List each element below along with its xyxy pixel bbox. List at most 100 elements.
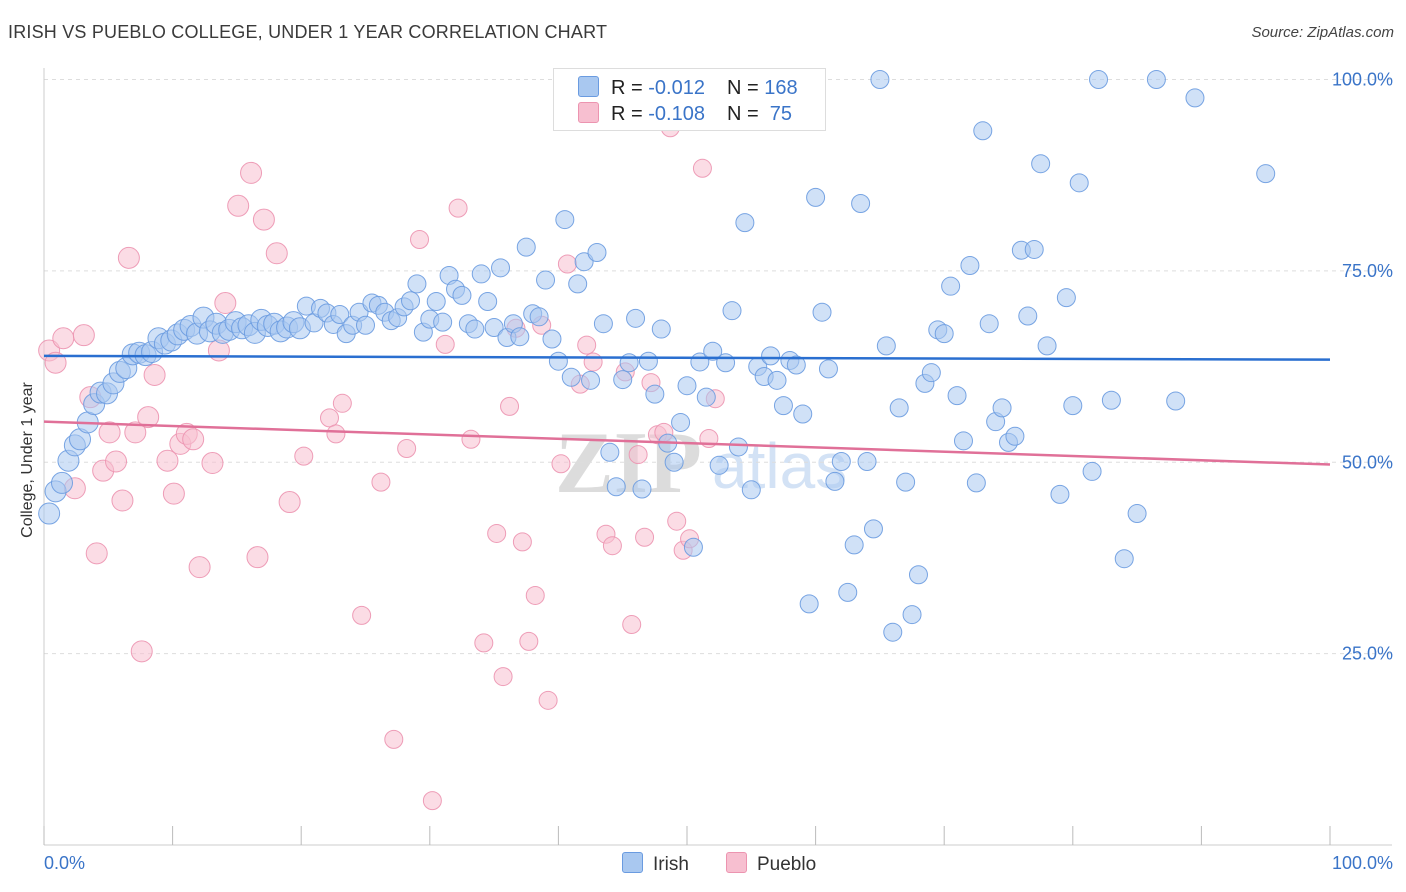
legend-irish-n-value: 168 (764, 77, 798, 99)
irish-point (671, 412, 691, 432)
y-tick-labels: 100.0% 75.0% 50.0% 25.0% (1332, 70, 1393, 664)
irish-point (516, 237, 536, 257)
irish-point (491, 258, 511, 278)
irish-point (600, 442, 620, 462)
irish-series (38, 70, 1276, 642)
legend: R = -0.012 N = 168 R = -0.108 N = 75 (553, 68, 826, 131)
pueblo-point (252, 208, 275, 231)
irish-point (818, 359, 838, 379)
legend-pueblo-n-label: N = (726, 103, 765, 125)
irish-point (716, 353, 736, 373)
irish-point (883, 622, 903, 642)
irish-point (947, 386, 967, 406)
irish-point (433, 312, 453, 332)
pueblo-point (240, 161, 263, 184)
irish-point (806, 187, 826, 207)
irish-point (356, 315, 375, 335)
irish-point (645, 384, 665, 404)
irish-point (1031, 154, 1051, 174)
irish-point (1146, 70, 1166, 89)
watermark: ZIP atlas (555, 415, 847, 512)
irish-point (561, 367, 581, 387)
bottom-legend-pueblo: Pueblo (726, 852, 816, 876)
pueblo-point (461, 429, 481, 449)
irish-point (934, 324, 954, 344)
legend-irish-n-label: N = (726, 77, 765, 99)
pueblo-point (525, 585, 545, 605)
irish-point (632, 479, 652, 499)
irish-swatch (622, 852, 643, 873)
irish-point (555, 210, 575, 230)
pueblo-point (294, 446, 314, 466)
irish-point (1082, 461, 1102, 481)
y-tick-label: 25.0% (1342, 644, 1393, 664)
irish-point (613, 370, 633, 390)
pueblo-point (557, 254, 577, 274)
pueblo-point (692, 158, 712, 178)
pueblo-point (487, 523, 507, 543)
irish-point (812, 302, 832, 322)
irish-point (638, 351, 658, 371)
irish-point (973, 121, 993, 141)
legend-irish-r-value: -0.012 (648, 77, 705, 99)
pueblo-point (622, 615, 642, 635)
y-axis-title: College, Under 1 year (19, 382, 36, 538)
irish-point (761, 346, 781, 366)
bottom-legend: Irish Pueblo (0, 852, 1406, 878)
irish-point (1185, 88, 1205, 108)
pueblo-point (124, 421, 147, 444)
irish-point (568, 274, 588, 294)
pueblo-point (512, 532, 532, 552)
irish-point (889, 398, 909, 418)
pueblo-point (538, 690, 558, 710)
irish-point (966, 473, 986, 493)
pueblo-point (105, 450, 128, 473)
irish-point (992, 398, 1012, 418)
trend-lines (43, 354, 1331, 466)
pueblo-point (201, 452, 224, 475)
irish-point (1069, 173, 1089, 193)
pueblo-point (319, 408, 339, 428)
irish-point (529, 307, 549, 327)
irish-point (773, 396, 793, 416)
irish-point (1114, 549, 1134, 569)
irish-point (51, 471, 74, 494)
pueblo-point (111, 489, 134, 512)
irish-point (426, 291, 446, 311)
irish-point (593, 314, 613, 334)
irish-point (844, 535, 864, 555)
irish-point (1063, 396, 1083, 416)
pueblo-point (156, 449, 179, 472)
irish-point (1166, 391, 1186, 411)
x-tick-label-min: 0.0% (44, 853, 86, 873)
irish-point (1056, 288, 1076, 308)
irish-point (863, 519, 883, 539)
irish-point (330, 305, 350, 325)
irish-point (722, 301, 742, 321)
irish-point (587, 243, 607, 263)
irish-point (651, 319, 671, 339)
irish-point (876, 336, 896, 356)
irish-point (696, 387, 716, 407)
pueblo-point (214, 292, 237, 315)
irish-point (703, 341, 723, 361)
irish-point (401, 291, 421, 311)
irish-point (838, 582, 858, 602)
pueblo-point (448, 198, 468, 218)
irish-point (902, 605, 922, 625)
irish-point (908, 565, 928, 585)
irish-point (1127, 504, 1147, 524)
pueblo-point (278, 491, 301, 514)
irish-point (548, 351, 568, 371)
irish-point (735, 213, 755, 233)
legend-irish-r-label: R = (611, 77, 649, 99)
pueblo-swatch (578, 102, 599, 123)
legend-pueblo-r-label: R = (611, 103, 649, 125)
pueblo-point (52, 327, 75, 350)
irish-swatch (578, 76, 599, 97)
irish-point (709, 455, 729, 475)
irish-point (471, 264, 491, 284)
irish-point (1050, 484, 1070, 504)
irish-point (677, 376, 697, 396)
pueblo-point (72, 324, 95, 347)
